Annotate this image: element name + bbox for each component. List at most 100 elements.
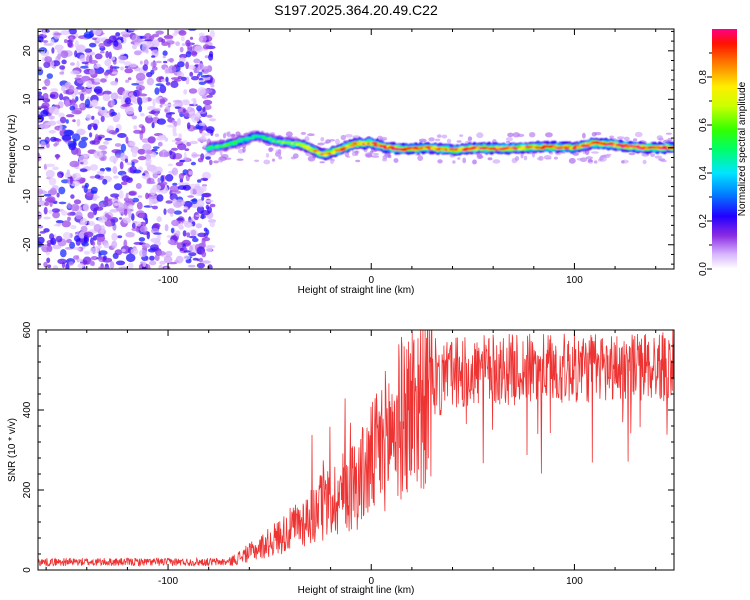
noise-speckle [196,187,204,195]
noise-speckle [76,118,81,127]
noise-speckle [38,111,41,116]
noise-speckle [142,143,152,152]
snr-y-tick-label: 200 [22,481,33,498]
noise-speckle [236,158,244,161]
noise-speckle [163,255,173,264]
noise-speckle [150,152,157,158]
noise-speckle [196,200,205,208]
noise-speckle [94,174,101,179]
noise-speckle [47,264,52,269]
noise-speckle [138,213,145,219]
noise-speckle [147,106,156,111]
noise-speckle [290,156,296,160]
noise-speckle [198,71,203,76]
noise-speckle [191,114,200,123]
noise-speckle [214,133,219,137]
noise-speckle [125,136,129,144]
colorbar-tick-label: 0.4 [698,166,709,180]
noise-speckle [58,112,65,119]
noise-speckle [89,247,100,254]
noise-speckle [137,195,143,198]
noise-speckle [125,253,136,263]
noise-speckle [189,245,193,252]
noise-speckle [133,129,142,134]
noise-speckle [112,166,118,174]
noise-speckle [104,213,109,218]
noise-speckle [71,133,81,142]
noise-speckle [172,99,183,103]
noise-speckle [60,210,68,216]
tone-blob [349,144,356,147]
noise-speckle [654,155,663,159]
noise-speckle [153,166,163,174]
noise-speckle [138,81,144,85]
noise-speckle [117,112,121,120]
noise-speckle [111,232,118,241]
noise-speckle [201,131,206,138]
noise-speckle [98,145,108,150]
noise-speckle [149,244,159,251]
noise-speckle [428,137,435,142]
noise-speckle [169,213,174,217]
noise-speckle [170,80,179,88]
noise-speckle [344,151,350,158]
noise-speckle [155,83,164,87]
noise-speckle [231,134,236,137]
noise-speckle [146,41,152,45]
noise-speckle [379,136,388,141]
noise-speckle [160,175,165,183]
noise-speckle [151,122,155,129]
noise-speckle [103,199,113,207]
noise-speckle [141,44,149,53]
noise-speckle [89,68,96,75]
noise-speckle [172,103,179,108]
noise-speckle [278,156,283,160]
noise-speckle [61,220,71,228]
colorbar: 0.0 0.2 0.4 0.6 0.8 Normalized spectral ampl… [698,29,748,276]
noise-speckle [148,198,153,207]
noise-speckle [88,59,98,64]
spectrogram-frame [37,28,675,270]
noise-speckle [163,103,172,107]
noise-speckle [182,230,187,237]
noise-speckle [73,255,79,260]
colorbar-tick-label: 0.8 [698,70,709,84]
noise-speckle [371,155,380,158]
noise-speckle [103,242,110,249]
noise-speckle [197,157,204,163]
noise-speckle [265,153,270,158]
noise-speckle [81,61,89,65]
noise-speckle [202,99,213,106]
noise-speckle [89,132,93,138]
noise-speckle [223,132,229,136]
noise-speckle [110,209,117,213]
noise-speckle [50,38,55,46]
noise-speckle [55,235,63,243]
noise-speckle [165,174,174,182]
noise-speckle [60,30,70,36]
noise-speckle [68,261,74,266]
noise-speckle [104,59,112,67]
noise-speckle [344,134,353,138]
noise-speckle [155,30,164,35]
noise-speckle [202,44,210,50]
noise-speckle [123,239,128,248]
noise-speckle [173,210,182,215]
noise-speckle [449,154,456,158]
noise-speckle [42,98,51,103]
noise-speckle [172,182,178,186]
noise-speckle [462,157,467,164]
noise-speckle [182,108,186,113]
noise-speckle [59,116,67,124]
noise-speckle [446,138,452,144]
noise-speckle [41,102,50,109]
noise-speckle [487,157,493,161]
noise-speckle [146,77,155,86]
noise-speckle [84,48,93,53]
noise-speckle [209,203,216,208]
noise-speckle [572,152,579,156]
noise-speckle [76,148,81,157]
noise-speckle [93,150,104,159]
